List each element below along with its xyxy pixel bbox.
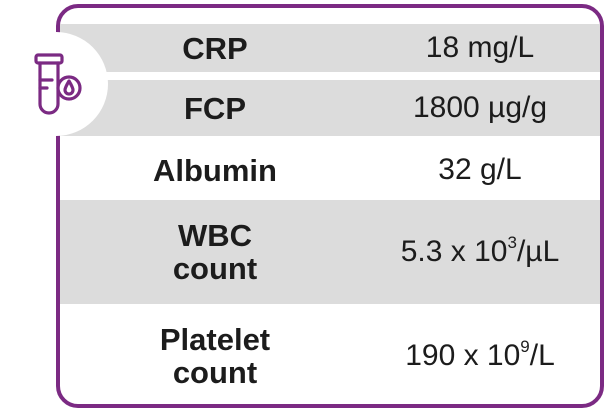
test-tube-icon: [34, 53, 82, 115]
row-label-crp: CRP: [182, 30, 248, 66]
row-label-wbc: WBC count: [60, 219, 370, 285]
row-label-fcp: FCP: [184, 90, 246, 126]
row-label-wbc-line1: WBC: [177, 218, 253, 253]
row-value-fcp: 1800 µg/g: [412, 91, 548, 124]
row-label-wbc-line2: count: [172, 251, 258, 286]
table-row-wbc: WBC count 5.3 x 103/µL: [60, 200, 600, 304]
table-row-albumin: Albumin 32 g/L: [60, 140, 600, 200]
lab-results-card: CRP 18 mg/L FCP 1800 µg/g Albumin 32 g/L…: [56, 4, 604, 408]
row-value-platelet: 190 x 109/L: [405, 337, 555, 372]
row-label-platelet: Platelet count: [60, 323, 370, 389]
table-row-fcp: FCP 1800 µg/g: [60, 80, 600, 136]
row-label-platelet-line2: count: [172, 355, 258, 390]
icon-badge: [4, 32, 108, 136]
row-label-albumin: Albumin: [153, 152, 277, 188]
row-value-wbc: 5.3 x 103/µL: [400, 233, 560, 268]
row-label-platelet-line1: Platelet: [159, 322, 271, 357]
table-row-crp: CRP 18 mg/L: [60, 24, 600, 72]
row-value-crp: 18 mg/L: [425, 31, 535, 64]
row-value-albumin: 32 g/L: [438, 153, 522, 186]
table-row-platelet: Platelet count 190 x 109/L: [60, 308, 600, 404]
